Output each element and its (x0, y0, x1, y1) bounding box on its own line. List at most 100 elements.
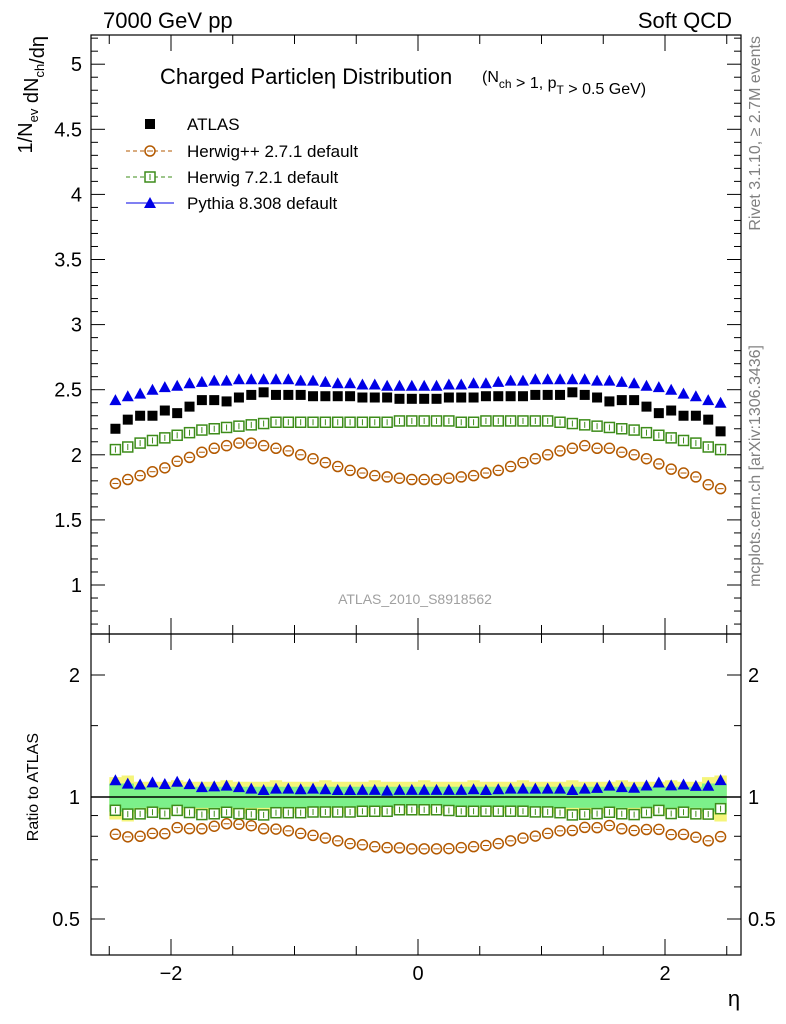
pythia-ratio-point (455, 783, 468, 795)
herwig7-ratio-point (196, 808, 208, 821)
herwig7-ratio-point (714, 802, 727, 815)
pythia-ratio-point (652, 776, 665, 788)
pythia-point (640, 379, 653, 391)
herwig7-ratio-point (406, 804, 418, 816)
pythia-point (405, 379, 418, 391)
legend-label-atlas: ATLAS (187, 115, 240, 134)
pythia-ratio-point (232, 781, 245, 793)
herwig7-point (196, 424, 208, 436)
pythia-point (591, 374, 604, 386)
herwig7-ratio-point (566, 809, 579, 821)
herwig-pp-ratio-point (183, 822, 196, 835)
herwig-pp-point (714, 482, 727, 495)
herwig-pp-ratio-point (554, 825, 566, 837)
herwig7-point (616, 423, 628, 435)
herwig-pp-point (270, 442, 282, 455)
x-axis-label: η (728, 986, 740, 1011)
herwig-pp-point (159, 462, 171, 474)
herwig7-point (319, 416, 332, 428)
herwig-pp-ratio-point (109, 828, 122, 841)
herwig-pp-ratio-point (294, 827, 307, 840)
herwig7-ratio-point (245, 808, 258, 821)
herwig-pp-point (492, 464, 505, 477)
series-layer (109, 373, 727, 495)
herwig7-ratio-point (146, 806, 159, 818)
herwig7-point (467, 416, 480, 428)
herwig-pp-ratio-point (603, 819, 616, 832)
herwig7-point (541, 415, 554, 427)
atlas-point (641, 401, 652, 412)
herwig7-point (146, 434, 159, 447)
atlas-point (196, 395, 207, 406)
atlas-point (419, 393, 430, 404)
ratio-y-axis-label: Ratio to ATLAS (25, 733, 42, 841)
herwig7-ratio-point (529, 806, 542, 818)
pythia-ratio-point (516, 782, 529, 794)
herwig-pp-ratio-point (159, 827, 171, 840)
herwig-pp-point (171, 455, 183, 468)
herwig-pp-ratio-point (270, 823, 282, 835)
pythia-ratio-point (208, 780, 221, 792)
herwig7-point (245, 419, 258, 431)
herwig7-ratio-point (393, 804, 406, 816)
herwig-pp-ratio-point (257, 823, 270, 835)
herwig-pp-point (591, 442, 603, 455)
herwig-pp-point (134, 469, 146, 482)
herwig-pp-point (702, 478, 714, 491)
ratio-series-layer (109, 774, 727, 855)
main-plot-panel: 1 1.5 2 2.5 3 3.5 4 4.5 5 (54, 34, 742, 635)
herwig-pp-ratio-point (171, 821, 183, 834)
pythia-point (554, 373, 567, 385)
legend-label-herwig-pp: Herwig++ 2.7.1 default (187, 142, 358, 161)
pythia-ratio-point (615, 781, 628, 793)
legend-marker-herwig-pp (144, 145, 156, 157)
herwig-pp-ratio-point (677, 828, 690, 841)
subtitle-subscript: ch (499, 77, 512, 91)
herwig7-ratio-point (430, 804, 443, 816)
pythia-point (171, 379, 184, 391)
atlas-point (653, 408, 664, 419)
herwig7-ratio-point (455, 805, 467, 818)
herwig-pp-ratio-point (541, 827, 554, 840)
atlas-point (678, 410, 689, 421)
herwig-pp-point (541, 449, 554, 461)
pythia-ratio-point (294, 783, 307, 795)
herwig7-point (628, 424, 640, 436)
pythia-ratio-point (492, 783, 505, 795)
pythia-ratio-point (689, 779, 702, 791)
atlas-point (184, 401, 195, 412)
pythia-point (158, 381, 171, 393)
herwig7-point (566, 417, 579, 430)
pythia-ratio-point (714, 774, 727, 786)
atlas-point (369, 392, 380, 403)
pythia-ratio-point (171, 775, 184, 787)
herwig7-point (690, 437, 702, 449)
pythia-ratio-point (405, 783, 418, 795)
pythia-point (442, 378, 455, 390)
atlas-point (332, 391, 343, 402)
herwig-pp-ratio-point (307, 829, 319, 842)
herwig-pp-point (257, 439, 270, 452)
herwig-pp-ratio-point (381, 841, 393, 854)
atlas-point (394, 393, 405, 404)
herwig7-ratio-point (220, 806, 233, 818)
pythia-ratio-point (591, 781, 604, 793)
herwig7-point (257, 417, 270, 430)
pythia-point (578, 373, 591, 385)
herwig-pp-ratio-point (616, 823, 628, 835)
atlas-point (345, 391, 356, 402)
herwig7-ratio-point (331, 806, 344, 818)
herwig-pp-ratio-point (578, 821, 591, 834)
pythia-ratio-point (331, 783, 344, 795)
herwig7-point (714, 443, 727, 456)
herwig7-point (653, 429, 665, 442)
pythia-ratio-point (677, 778, 690, 790)
herwig7-point (529, 415, 542, 427)
herwig7-ratio-point (517, 805, 529, 817)
herwig7-ratio-point (578, 808, 591, 821)
herwig7-point (578, 419, 591, 431)
herwig-pp-point (307, 452, 319, 465)
herwig-pp-point (640, 452, 653, 465)
pythia-ratio-point (566, 784, 579, 796)
herwig-pp-point (146, 465, 159, 478)
